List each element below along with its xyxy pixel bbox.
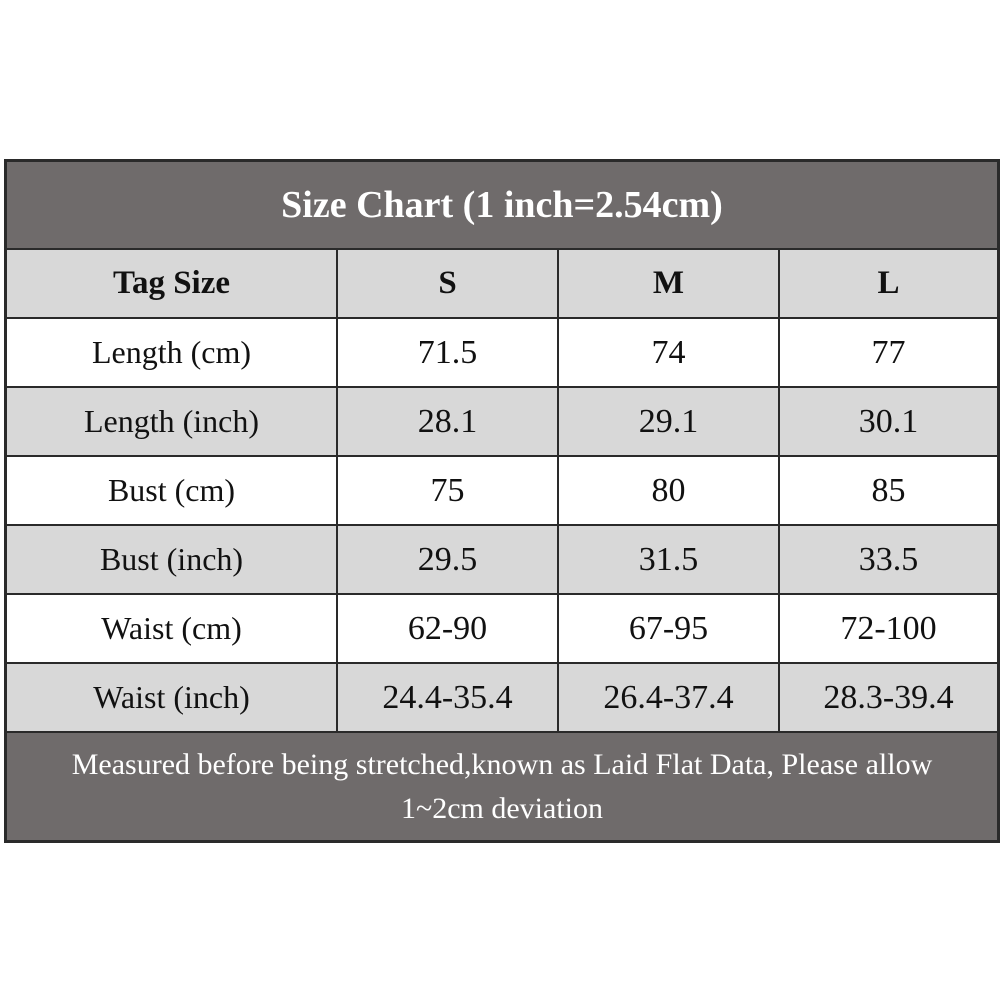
row-label: Length (inch) (7, 388, 336, 455)
row-label: Bust (cm) (7, 457, 336, 524)
size-table: Tag Size S M L Length (cm) 71.5 74 77 Length (in… (7, 250, 997, 731)
header-cell: S (338, 250, 557, 317)
table-cell: 75 (338, 457, 557, 524)
size-chart: Size Chart (1 inch=2.54cm) Tag Size S M L Le… (4, 159, 1000, 843)
table-cell: 28.3-39.4 (780, 664, 997, 731)
table-cell: 28.1 (338, 388, 557, 455)
row-label: Waist (inch) (7, 664, 336, 731)
chart-title: Size Chart (1 inch=2.54cm) (7, 162, 997, 248)
table-cell: 77 (780, 319, 997, 386)
table-cell: 26.4-37.4 (559, 664, 778, 731)
header-cell: M (559, 250, 778, 317)
row-label: Waist (cm) (7, 595, 336, 662)
table-cell: 29.1 (559, 388, 778, 455)
table-cell: 31.5 (559, 526, 778, 593)
footer-note: Measured before being stretched,known as… (7, 733, 997, 840)
table-cell: 72-100 (780, 595, 997, 662)
header-cell: Tag Size (7, 250, 336, 317)
table-cell: 80 (559, 457, 778, 524)
table-cell: 33.5 (780, 526, 997, 593)
row-label: Length (cm) (7, 319, 336, 386)
table-cell: 67-95 (559, 595, 778, 662)
table-cell: 30.1 (780, 388, 997, 455)
table-cell: 62-90 (338, 595, 557, 662)
row-label: Bust (inch) (7, 526, 336, 593)
table-cell: 71.5 (338, 319, 557, 386)
table-cell: 74 (559, 319, 778, 386)
table-cell: 24.4-35.4 (338, 664, 557, 731)
table-cell: 85 (780, 457, 997, 524)
table-cell: 29.5 (338, 526, 557, 593)
header-cell: L (780, 250, 997, 317)
